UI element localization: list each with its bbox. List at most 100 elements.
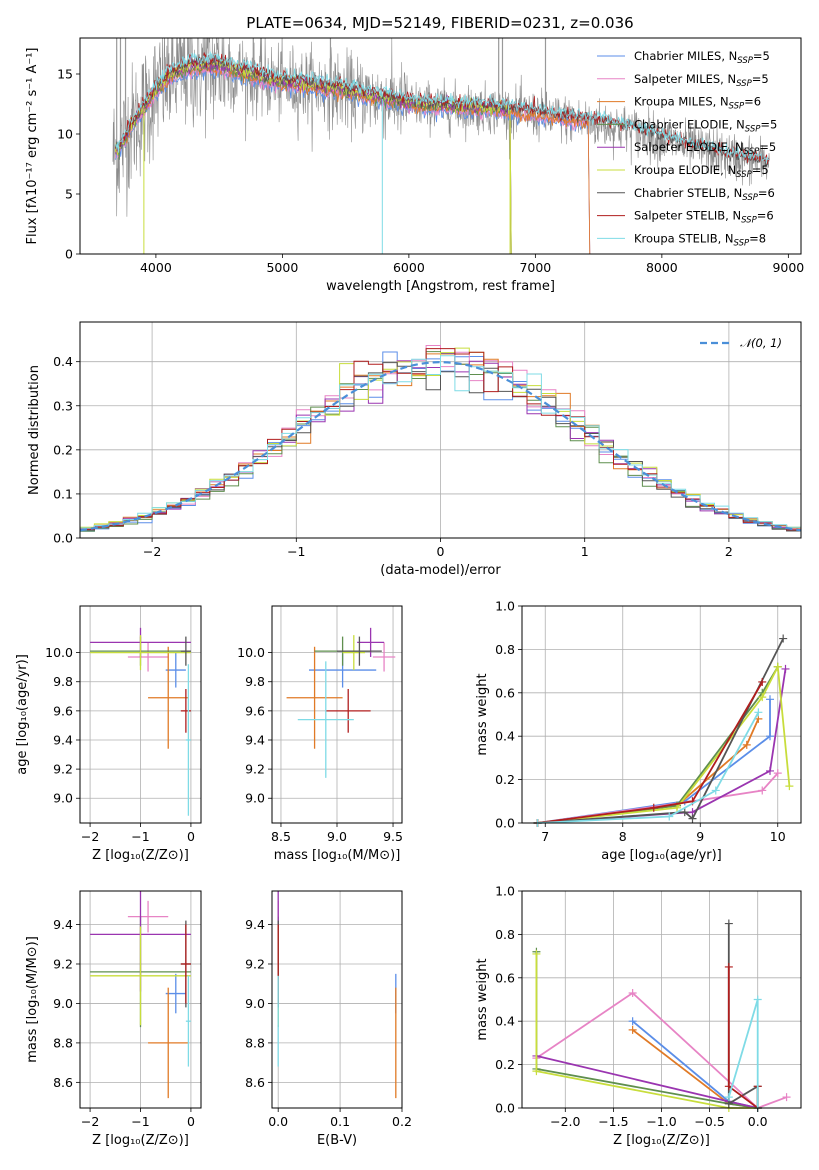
weight-line-salpeter-stelib <box>537 681 764 824</box>
y-tick-label: 9.0 <box>53 996 73 1011</box>
axes-frame <box>521 605 802 824</box>
x-tick-label: 8000 <box>646 260 678 275</box>
y-tick-label: 10.0 <box>45 645 73 660</box>
x-tick-label: −2.0 <box>550 1114 580 1129</box>
chart-weight-vs-Z: −2.0 −1.5 −1.0 −0.5 0.0 0.0 0.2 0.4 0.6 0.8 1.0 Z [… <box>475 884 802 1148</box>
y-tick-label: 9.4 <box>53 732 73 747</box>
residual-histograms <box>80 345 801 535</box>
weight-marker-kroupa-elodie <box>785 782 794 791</box>
x-axis-label: E(B-V) <box>317 1133 357 1148</box>
weight-marker-kroupa-stelib <box>753 995 762 1004</box>
y-tick-label: 8.6 <box>53 1075 73 1090</box>
y-axis-label: mass weight <box>475 958 490 1040</box>
weight-marker-salpeter-stelib <box>649 803 658 812</box>
x-tick-label: −2 <box>143 544 161 559</box>
y-tick-label: 9.4 <box>53 917 73 932</box>
weight-line-salpeter-miles <box>535 991 787 1110</box>
weight-vs-age-lines <box>533 634 794 827</box>
y-tick-label: 0.3 <box>53 398 73 413</box>
y-tick-label: 0.4 <box>53 354 73 369</box>
x-axis-label: mass [log₁₀(M/M⊙)] <box>274 848 401 863</box>
x-tick-label: 0.0 <box>268 1114 288 1129</box>
x-tick-label: −1.0 <box>646 1114 676 1129</box>
chart-mass-vs-Z: −2 −1 0 8.6 8.8 9.0 9.2 9.4 Z [log₁₀(Z/Z⊙)] mass … <box>25 890 202 1148</box>
x-tick-label: 6000 <box>393 260 425 275</box>
age-vs-Z-points <box>90 627 191 816</box>
x-tick-label: −1 <box>131 1114 149 1129</box>
y-tick-label: 0.0 <box>495 1101 515 1116</box>
weight-vs-Z-lines <box>532 919 791 1112</box>
y-tick-label: 9.0 <box>53 791 73 806</box>
legend-label-salpeter-miles: Salpeter MILES, NSSP=5 <box>634 72 769 89</box>
histogram-kroupa-stelib <box>80 355 801 530</box>
weight-line-chabrier-stelib <box>537 638 785 824</box>
weight-marker-salpeter-stelib <box>758 677 767 686</box>
weight-marker-chabrier-miles <box>766 695 774 704</box>
weight-marker-kroupa-stelib <box>724 1093 733 1102</box>
y-tick-label: 0.1 <box>53 486 73 501</box>
x-tick-label: 5000 <box>266 260 298 275</box>
y-tick-label: 1.0 <box>495 599 515 614</box>
y-tick-label: 9.2 <box>245 762 265 777</box>
x-tick-label: 0.1 <box>330 1114 350 1129</box>
y-tick-label: 9.2 <box>53 762 73 777</box>
y-tick-label: 9.8 <box>53 674 73 689</box>
y-tick-label: 0.6 <box>495 970 515 985</box>
x-tick-label: −2 <box>81 829 99 844</box>
weight-marker-chabrier-miles <box>766 732 774 741</box>
mass-vs-Z-points <box>90 891 191 1099</box>
y-axis-label: Normed distribution <box>27 365 42 495</box>
x-tick-label: −0.5 <box>694 1114 724 1129</box>
normal-curve <box>80 360 801 532</box>
y-tick-label: 9.6 <box>53 703 73 718</box>
weight-marker-kroupa-elodie <box>758 693 767 702</box>
x-tick-label: 9.5 <box>383 829 403 844</box>
chart-spectrum: 4000 5000 6000 7000 8000 9000 0 5 10 15 wavelength… <box>25 37 804 294</box>
x-axis-label: Z [log₁₀(Z/Z⊙)] <box>92 1133 189 1148</box>
x-tick-label: 0 <box>187 829 195 844</box>
y-axis-label: Flux [fλ10⁻¹⁷ erg cm⁻² s⁻¹ A⁻¹] <box>25 48 40 245</box>
y-tick-label: 0.8 <box>495 642 515 657</box>
y-tick-label: 8.8 <box>53 1035 73 1050</box>
y-tick-label: 9.2 <box>245 956 265 971</box>
figure-title: PLATE=0634, MJD=52149, FIBERID=0231, z=0… <box>246 14 633 32</box>
chart-age-vs-mass: 8.5 9.0 9.5 9.0 9.2 9.4 9.6 9.8 10.0 mass [log₁₀(… <box>237 605 403 863</box>
x-tick-label: 8 <box>619 829 627 844</box>
y-tick-label: 0.4 <box>495 729 515 744</box>
x-tick-label: 9000 <box>772 260 804 275</box>
y-tick-label: 0.6 <box>495 685 515 700</box>
x-axis-label: age [log₁₀(age/yr)] <box>601 848 722 863</box>
x-tick-label: 10 <box>770 829 786 844</box>
y-tick-label: 0.2 <box>495 772 515 787</box>
chart-mass-vs-EBV: 0.0 0.1 0.2 8.6 8.8 9.0 9.2 9.4 E(B-V) <box>245 890 412 1148</box>
x-tick-label: 4000 <box>140 260 172 275</box>
weight-marker-chabrier-stelib <box>779 634 788 643</box>
x-axis-label: wavelength [Angstrom, rest frame] <box>326 279 555 294</box>
weight-marker-chabrier-stelib <box>680 808 689 817</box>
weight-marker-salpeter-stelib <box>724 962 733 971</box>
weight-marker-salpeter-miles <box>758 786 767 795</box>
weight-marker-kroupa-elodie <box>773 662 782 671</box>
x-tick-label: 0.2 <box>392 1114 412 1129</box>
legend-label-salpeter-stelib: Salpeter STELIB, NSSP=6 <box>634 209 774 226</box>
spectrum-legend: Chabrier MILES, NSSP=5 Salpeter MILES, NS… <box>597 49 777 248</box>
y-tick-label: 8.6 <box>245 1075 265 1090</box>
weight-marker-chabrier-stelib <box>724 919 733 928</box>
chart-age-vs-Z: −2 −1 0 9.0 9.2 9.4 9.6 9.8 10.0 Z [log₁₀(Z/Z⊙)] a… <box>15 605 202 863</box>
x-tick-label: 9 <box>696 829 704 844</box>
y-axis-label: mass weight <box>475 673 490 755</box>
legend-label-normal: 𝒩(0, 1) <box>740 336 782 350</box>
x-axis-label: Z [log₁₀(Z/Z⊙)] <box>613 1133 710 1148</box>
y-tick-label: 9.6 <box>245 703 265 718</box>
y-tick-label: 15 <box>57 67 73 82</box>
weight-marker-salpeter-elodie <box>766 766 774 775</box>
legend-label-chabrier-elodie: Chabrier ELODIE, NSSP=5 <box>634 117 777 134</box>
weight-marker-chabrier-stelib <box>688 814 697 823</box>
y-tick-label: 0.8 <box>495 927 515 942</box>
x-tick-label: 0.0 <box>748 1114 768 1129</box>
observed-spectrum <box>112 38 770 217</box>
age-vs-mass-points <box>286 627 396 778</box>
weight-marker-kroupa-stelib <box>665 812 674 821</box>
